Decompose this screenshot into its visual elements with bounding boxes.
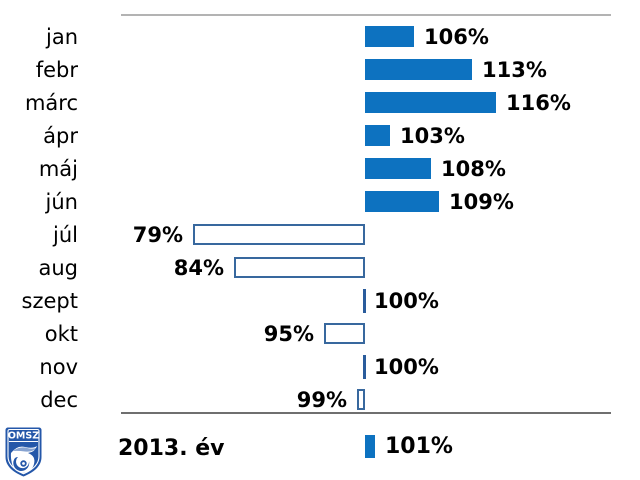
annual-label: 2013. év <box>118 436 225 461</box>
category-label-febr: febr <box>35 58 78 82</box>
value-label-júl: 79% <box>132 223 183 247</box>
value-label-dec: 99% <box>296 388 347 412</box>
bar-júl <box>193 224 365 245</box>
bar-okt <box>324 323 365 344</box>
bar-jan <box>365 26 414 47</box>
logo-inner-border <box>7 428 40 475</box>
annual-value-label: 101% <box>385 434 453 459</box>
bar-ápr <box>365 125 390 146</box>
bar-febr <box>365 59 472 80</box>
value-label-szept: 100% <box>374 289 439 313</box>
bar-dec <box>357 389 365 410</box>
category-label-nov: nov <box>39 355 78 379</box>
annual-bar <box>365 435 375 458</box>
value-label-okt: 95% <box>263 322 314 346</box>
logo-text: OMSZ <box>8 431 39 442</box>
bar-máj <box>365 158 431 179</box>
category-label-ápr: ápr <box>43 124 78 148</box>
value-label-máj: 108% <box>441 157 506 181</box>
value-label-jún: 109% <box>449 190 514 214</box>
value-label-jan: 106% <box>424 25 489 49</box>
category-label-jún: jún <box>45 190 78 214</box>
value-label-ápr: 103% <box>400 124 465 148</box>
omsz-logo-graphic: OMSZ <box>5 427 42 477</box>
value-label-febr: 113% <box>482 58 547 82</box>
axis-line-top <box>121 14 611 16</box>
category-label-júl: júl <box>53 223 78 247</box>
value-label-aug: 84% <box>173 256 224 280</box>
bar-aug <box>234 257 365 278</box>
value-label-nov: 100% <box>374 355 439 379</box>
category-label-dec: dec <box>40 388 78 412</box>
category-label-jan: jan <box>45 25 78 49</box>
bar-jún <box>365 191 439 212</box>
value-label-márc: 116% <box>506 91 571 115</box>
bar-szept <box>363 289 366 313</box>
category-label-okt: okt <box>44 322 78 346</box>
category-label-máj: máj <box>38 157 78 181</box>
category-label-márc: márc <box>24 91 78 115</box>
category-label-szept: szept <box>21 289 78 313</box>
axis-line-bottom <box>121 412 611 414</box>
bar-márc <box>365 92 496 113</box>
omsz-logo: OMSZ <box>5 427 42 477</box>
logo-wave-swirl <box>10 446 37 473</box>
category-label-aug: aug <box>38 256 78 280</box>
bar-nov <box>363 355 366 379</box>
